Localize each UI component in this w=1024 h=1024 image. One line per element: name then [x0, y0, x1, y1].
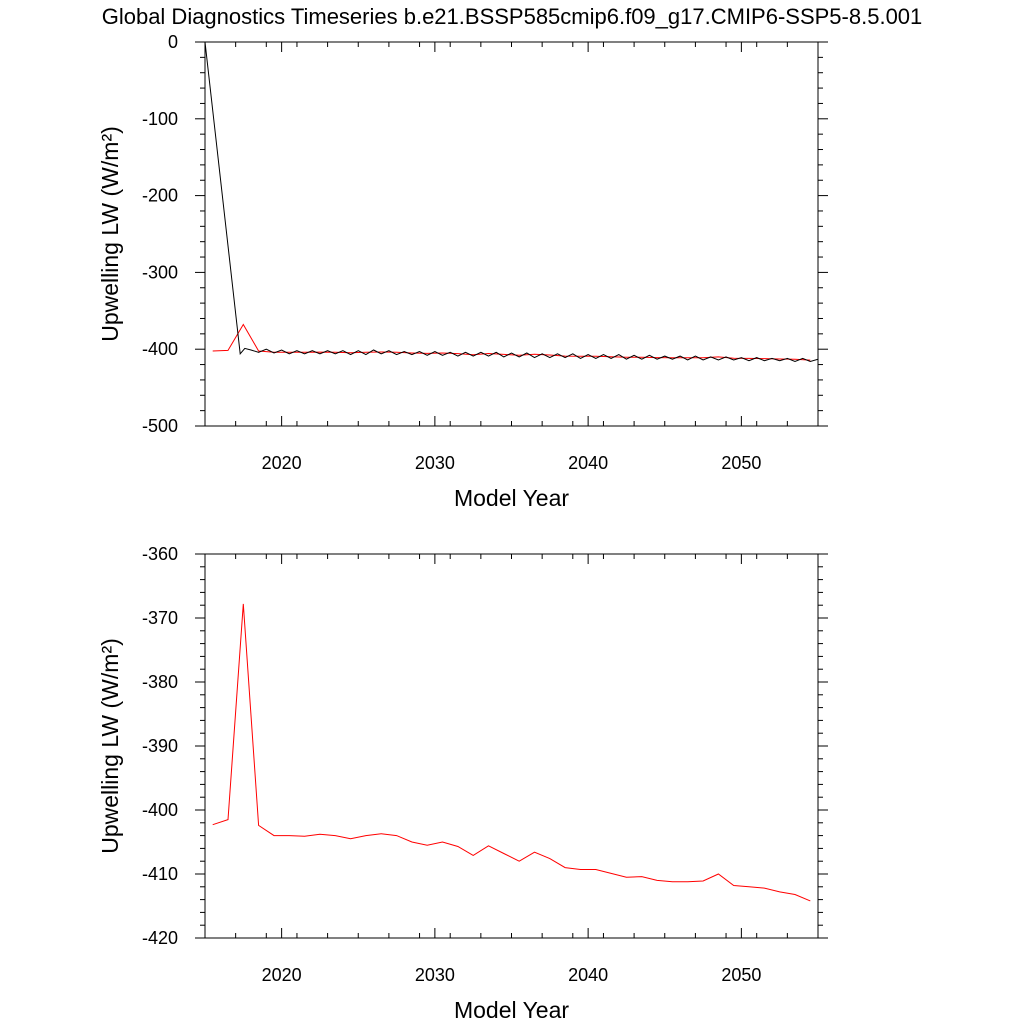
chart-1-y-tick-label: -410: [142, 864, 178, 884]
chart-1-x-axis-label: Model Year: [454, 997, 569, 1023]
chart-0-x-tick-label: 2040: [568, 453, 608, 473]
chart-0-x-tick-label: 2020: [262, 453, 302, 473]
chart-0-series-red-line: [212, 323, 811, 361]
chart-0-x-tick-label: 2030: [415, 453, 455, 473]
chart-1-x-tick-label: 2040: [568, 965, 608, 985]
chart-1-y-tick-label: -390: [142, 736, 178, 756]
chart-0-x-axis-label: Model Year: [454, 485, 569, 511]
chart-0-y-tick-label: 0: [168, 32, 178, 52]
chart-1-series-red-line: [212, 603, 811, 902]
figure-title: Global Diagnostics Timeseries b.e21.BSSP…: [101, 4, 923, 29]
chart-1-x-tick-label: 2020: [262, 965, 302, 985]
chart-0-y-tick-label: -300: [142, 262, 178, 282]
chart-1-y-tick-label: -400: [142, 800, 178, 820]
chart-1-y-tick-label: -380: [142, 672, 178, 692]
chart-0-y-tick-label: -200: [142, 186, 178, 206]
chart-1-y-tick-label: -370: [142, 608, 178, 628]
chart-1-y-tick-label: -360: [142, 544, 178, 564]
chart-0-y-axis-label: Upwelling LW (W/m²): [97, 126, 123, 342]
chart-1-plot-frame: [204, 553, 819, 939]
top-panel: 2020 2030 2040 2050 0 -100 -200 -300 -400 -500 Mod…: [97, 32, 828, 511]
chart-0-plot-frame: [204, 41, 819, 427]
chart-0-series-black-line: [205, 42, 818, 363]
chart-0-x-tick-label: 2050: [721, 453, 761, 473]
chart-1-y-axis-label: Upwelling LW (W/m²): [97, 638, 123, 854]
chart-1-y-tick-label: -420: [142, 928, 178, 948]
chart-1-x-tick-label: 2030: [415, 965, 455, 985]
bottom-panel: 2020 2030 2040 2050 -360 -370 -380 -390 -400 -410…: [97, 544, 828, 1023]
chart-1-x-tick-label: 2050: [721, 965, 761, 985]
chart-0-y-tick-label: -100: [142, 109, 178, 129]
chart-0-y-tick-label: -500: [142, 416, 178, 436]
chart-0-y-tick-label: -400: [142, 339, 178, 359]
